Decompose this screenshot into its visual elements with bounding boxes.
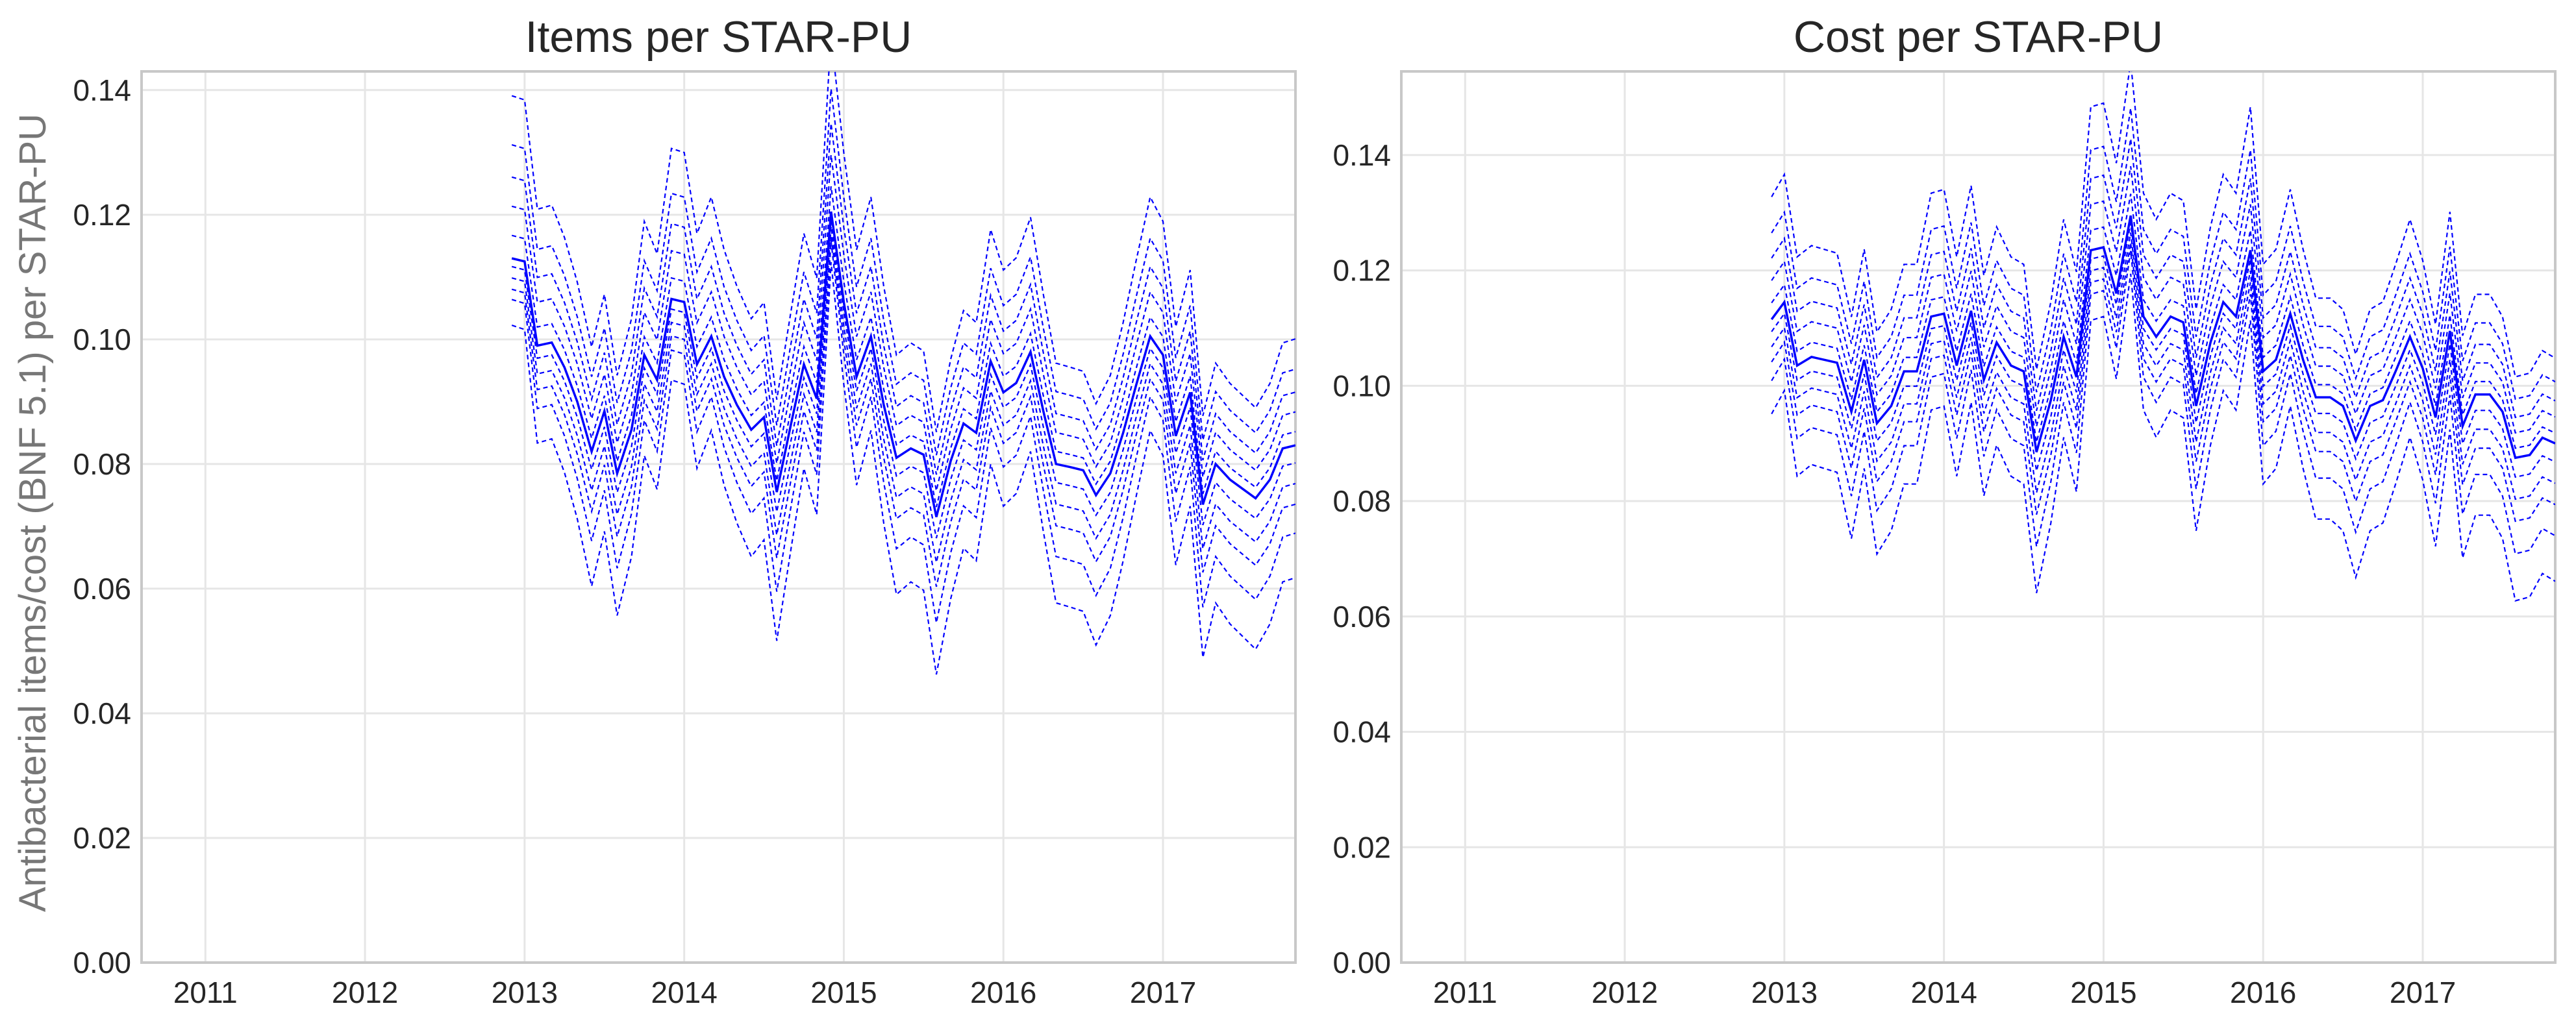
plot-area — [140, 70, 1297, 964]
y-tick-label: 0.04 — [73, 696, 131, 730]
y-tick-label: 0.12 — [73, 198, 131, 232]
decile-line — [1771, 273, 2555, 602]
x-tick-label: 2017 — [2390, 976, 2456, 1009]
decile-line — [511, 123, 1295, 475]
y-tick-label: 0.08 — [73, 447, 131, 481]
decile-line — [1771, 166, 2555, 434]
decile-line — [1771, 138, 2555, 419]
decile-line — [511, 235, 1295, 587]
x-tick-label: 2013 — [1751, 976, 1818, 1009]
x-tick-label: 2011 — [173, 976, 238, 1009]
series-group — [511, 71, 1295, 675]
x-tick-label: 2014 — [651, 976, 717, 1009]
x-tick-label: 2012 — [332, 976, 398, 1009]
x-tick-label: 2016 — [970, 976, 1036, 1009]
decile-line — [511, 262, 1295, 675]
decile-line — [1771, 242, 2555, 523]
decile-line — [1771, 232, 2555, 500]
decile-line — [511, 226, 1295, 563]
decile-line — [1771, 71, 2555, 378]
x-tick-label: 2011 — [1433, 976, 1497, 1009]
y-tick-label: 0.02 — [1332, 830, 1391, 864]
y-tick-label: 0.14 — [73, 73, 131, 107]
y-tick-label: 0.12 — [1332, 254, 1391, 288]
y-tick-label: 0.10 — [73, 323, 131, 356]
series-group — [1770, 71, 2555, 602]
decile-line — [511, 241, 1295, 623]
decile-line — [1771, 193, 2555, 449]
y-tick-label: 0.06 — [73, 572, 131, 606]
panel-title: Items per STAR-PU — [525, 12, 912, 62]
y-tick-label: 0.08 — [1332, 484, 1391, 518]
y-tick-label: 0.02 — [73, 821, 131, 855]
x-tick-label: 2012 — [1592, 976, 1658, 1009]
panel-title: Cost per STAR-PU — [1794, 12, 2163, 62]
panel-items-per-star-pu: 0.00 0.02 0.04 0.06 0.08 0.10 0.12 0.14 2011 2012… — [73, 12, 1297, 1009]
x-tick-label: 2014 — [1910, 976, 1977, 1009]
x-tick-label: 2017 — [1130, 976, 1196, 1009]
x-tick-label: 2015 — [810, 976, 877, 1009]
y-tick-label: 0.14 — [1332, 138, 1391, 172]
decile-line — [1771, 251, 2555, 555]
x-tick-label: 2013 — [492, 976, 558, 1009]
decile-line — [511, 154, 1295, 491]
y-tick-label: 0.00 — [73, 946, 131, 979]
x-tick-label: 2016 — [2230, 976, 2296, 1009]
median-line — [511, 211, 1295, 517]
decile-line — [1771, 222, 2555, 478]
plot-area — [1400, 70, 2557, 964]
y-tick-label: 0.06 — [1332, 600, 1391, 634]
y-axis-label: Antibacterial items/cost (BNF 5.1) per S… — [12, 114, 54, 912]
decile-line — [511, 71, 1295, 432]
decile-line — [1771, 108, 2555, 400]
panel-cost-per-star-pu: 0.00 0.02 0.04 0.06 0.08 0.10 0.12 0.14 2011 2012… — [1332, 12, 2557, 1009]
x-tick-label: 2015 — [2070, 976, 2136, 1009]
y-tick-label: 0.10 — [1332, 369, 1391, 402]
y-tick-label: 0.00 — [1332, 946, 1391, 979]
median-line — [1770, 215, 2555, 460]
y-tick-label: 0.04 — [1332, 715, 1391, 749]
decile-line — [511, 88, 1295, 456]
